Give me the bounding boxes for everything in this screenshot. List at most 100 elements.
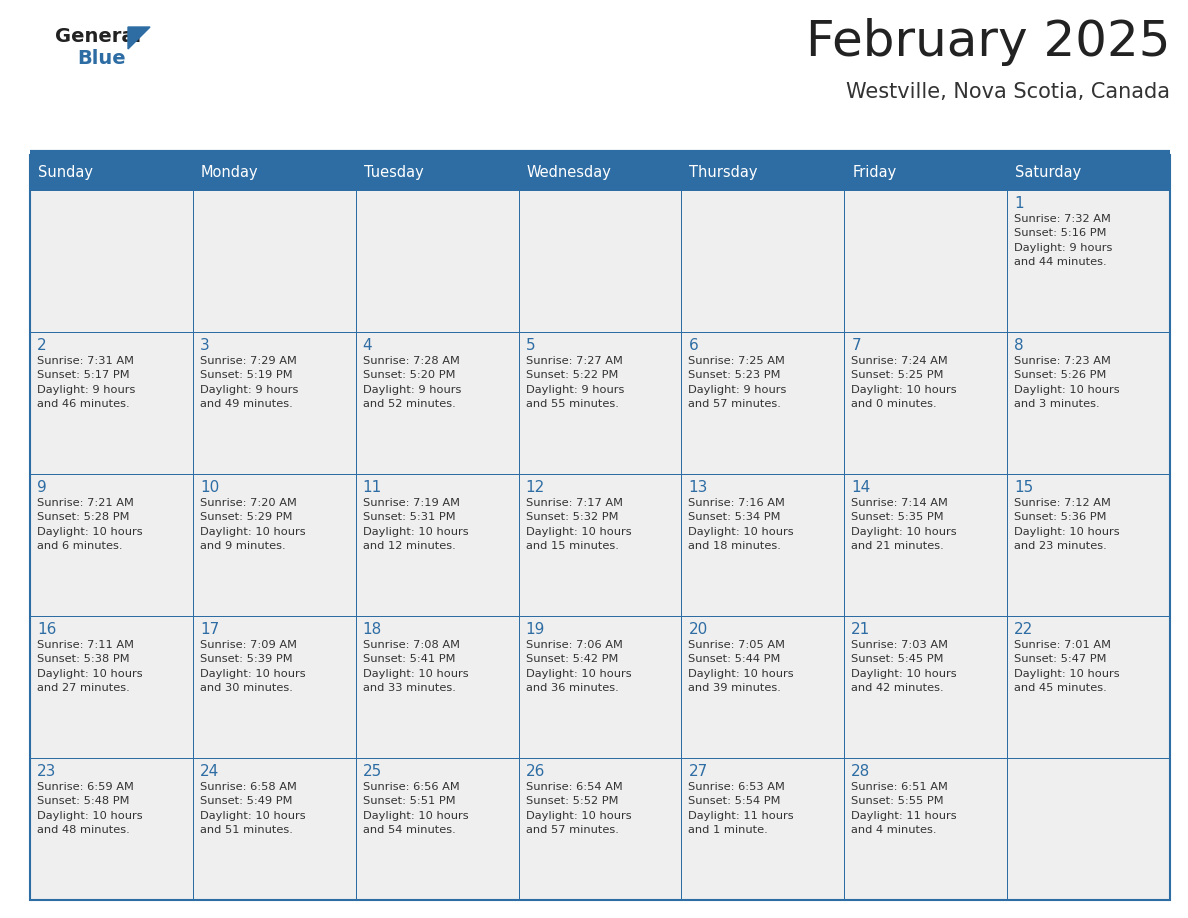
- Text: Sunrise: 7:05 AM
Sunset: 5:44 PM
Daylight: 10 hours
and 39 minutes.: Sunrise: 7:05 AM Sunset: 5:44 PM Dayligh…: [688, 640, 794, 693]
- Text: Friday: Friday: [852, 165, 897, 180]
- Bar: [682, 758, 845, 900]
- Text: 16: 16: [37, 622, 56, 637]
- Text: 23: 23: [37, 764, 56, 779]
- Bar: [355, 758, 519, 900]
- Text: Sunrise: 7:31 AM
Sunset: 5:17 PM
Daylight: 9 hours
and 46 minutes.: Sunrise: 7:31 AM Sunset: 5:17 PM Dayligh…: [37, 356, 135, 409]
- Text: 22: 22: [1015, 622, 1034, 637]
- Bar: [355, 474, 519, 616]
- Text: Sunrise: 7:21 AM
Sunset: 5:28 PM
Daylight: 10 hours
and 6 minutes.: Sunrise: 7:21 AM Sunset: 5:28 PM Dayligh…: [37, 498, 143, 551]
- Bar: [845, 758, 1007, 900]
- Text: Sunrise: 6:54 AM
Sunset: 5:52 PM
Daylight: 10 hours
and 57 minutes.: Sunrise: 6:54 AM Sunset: 5:52 PM Dayligh…: [525, 782, 631, 835]
- Bar: [30, 616, 192, 758]
- Bar: [192, 474, 355, 616]
- Text: Sunrise: 7:06 AM
Sunset: 5:42 PM
Daylight: 10 hours
and 36 minutes.: Sunrise: 7:06 AM Sunset: 5:42 PM Dayligh…: [525, 640, 631, 693]
- Text: 10: 10: [200, 480, 219, 495]
- Bar: [1007, 155, 1170, 190]
- Text: 28: 28: [852, 764, 871, 779]
- Bar: [355, 332, 519, 474]
- Bar: [519, 190, 682, 332]
- Bar: [192, 190, 355, 332]
- Text: 17: 17: [200, 622, 219, 637]
- Text: 1: 1: [1015, 196, 1024, 211]
- Text: Sunrise: 7:19 AM
Sunset: 5:31 PM
Daylight: 10 hours
and 12 minutes.: Sunrise: 7:19 AM Sunset: 5:31 PM Dayligh…: [362, 498, 468, 551]
- Bar: [192, 758, 355, 900]
- Text: 20: 20: [688, 622, 708, 637]
- Text: 5: 5: [525, 338, 536, 353]
- Bar: [1007, 474, 1170, 616]
- Bar: [1007, 332, 1170, 474]
- Text: 13: 13: [688, 480, 708, 495]
- Bar: [845, 616, 1007, 758]
- Text: 27: 27: [688, 764, 708, 779]
- Text: Thursday: Thursday: [689, 165, 758, 180]
- Bar: [192, 155, 355, 190]
- Bar: [519, 155, 682, 190]
- Bar: [30, 155, 1170, 900]
- Text: Sunrise: 6:59 AM
Sunset: 5:48 PM
Daylight: 10 hours
and 48 minutes.: Sunrise: 6:59 AM Sunset: 5:48 PM Dayligh…: [37, 782, 143, 835]
- Text: 21: 21: [852, 622, 871, 637]
- Bar: [355, 616, 519, 758]
- Bar: [682, 616, 845, 758]
- Text: Sunrise: 7:14 AM
Sunset: 5:35 PM
Daylight: 10 hours
and 21 minutes.: Sunrise: 7:14 AM Sunset: 5:35 PM Dayligh…: [852, 498, 956, 551]
- Bar: [845, 190, 1007, 332]
- Text: 14: 14: [852, 480, 871, 495]
- Bar: [355, 155, 519, 190]
- Bar: [192, 332, 355, 474]
- Text: Sunrise: 7:24 AM
Sunset: 5:25 PM
Daylight: 10 hours
and 0 minutes.: Sunrise: 7:24 AM Sunset: 5:25 PM Dayligh…: [852, 356, 956, 409]
- Bar: [845, 332, 1007, 474]
- Text: Sunrise: 7:08 AM
Sunset: 5:41 PM
Daylight: 10 hours
and 33 minutes.: Sunrise: 7:08 AM Sunset: 5:41 PM Dayligh…: [362, 640, 468, 693]
- Text: Sunrise: 7:16 AM
Sunset: 5:34 PM
Daylight: 10 hours
and 18 minutes.: Sunrise: 7:16 AM Sunset: 5:34 PM Dayligh…: [688, 498, 794, 551]
- Text: Blue: Blue: [77, 49, 126, 68]
- Text: 2: 2: [37, 338, 46, 353]
- Text: Sunrise: 6:51 AM
Sunset: 5:55 PM
Daylight: 11 hours
and 4 minutes.: Sunrise: 6:51 AM Sunset: 5:55 PM Dayligh…: [852, 782, 956, 835]
- Text: Sunrise: 7:25 AM
Sunset: 5:23 PM
Daylight: 9 hours
and 57 minutes.: Sunrise: 7:25 AM Sunset: 5:23 PM Dayligh…: [688, 356, 786, 409]
- Bar: [1007, 190, 1170, 332]
- Bar: [845, 474, 1007, 616]
- Text: Wednesday: Wednesday: [526, 165, 612, 180]
- Text: 25: 25: [362, 764, 383, 779]
- Bar: [682, 190, 845, 332]
- Text: Tuesday: Tuesday: [364, 165, 423, 180]
- Text: Saturday: Saturday: [1015, 165, 1081, 180]
- Text: Sunrise: 7:17 AM
Sunset: 5:32 PM
Daylight: 10 hours
and 15 minutes.: Sunrise: 7:17 AM Sunset: 5:32 PM Dayligh…: [525, 498, 631, 551]
- Text: Sunrise: 6:53 AM
Sunset: 5:54 PM
Daylight: 11 hours
and 1 minute.: Sunrise: 6:53 AM Sunset: 5:54 PM Dayligh…: [688, 782, 794, 835]
- Text: February 2025: February 2025: [805, 18, 1170, 66]
- Text: 7: 7: [852, 338, 861, 353]
- Text: 9: 9: [37, 480, 46, 495]
- Bar: [519, 474, 682, 616]
- Text: 11: 11: [362, 480, 383, 495]
- Bar: [30, 155, 192, 190]
- Text: Sunrise: 7:20 AM
Sunset: 5:29 PM
Daylight: 10 hours
and 9 minutes.: Sunrise: 7:20 AM Sunset: 5:29 PM Dayligh…: [200, 498, 305, 551]
- Text: 19: 19: [525, 622, 545, 637]
- Text: 12: 12: [525, 480, 545, 495]
- Text: 6: 6: [688, 338, 699, 353]
- Bar: [30, 474, 192, 616]
- Bar: [192, 616, 355, 758]
- Text: Sunrise: 7:32 AM
Sunset: 5:16 PM
Daylight: 9 hours
and 44 minutes.: Sunrise: 7:32 AM Sunset: 5:16 PM Dayligh…: [1015, 214, 1112, 267]
- Text: Sunrise: 6:56 AM
Sunset: 5:51 PM
Daylight: 10 hours
and 54 minutes.: Sunrise: 6:56 AM Sunset: 5:51 PM Dayligh…: [362, 782, 468, 835]
- Text: Sunrise: 7:23 AM
Sunset: 5:26 PM
Daylight: 10 hours
and 3 minutes.: Sunrise: 7:23 AM Sunset: 5:26 PM Dayligh…: [1015, 356, 1120, 409]
- Text: Sunrise: 7:09 AM
Sunset: 5:39 PM
Daylight: 10 hours
and 30 minutes.: Sunrise: 7:09 AM Sunset: 5:39 PM Dayligh…: [200, 640, 305, 693]
- Bar: [845, 155, 1007, 190]
- Bar: [682, 332, 845, 474]
- Text: 3: 3: [200, 338, 209, 353]
- Text: Monday: Monday: [201, 165, 259, 180]
- Bar: [519, 758, 682, 900]
- Text: Sunrise: 7:03 AM
Sunset: 5:45 PM
Daylight: 10 hours
and 42 minutes.: Sunrise: 7:03 AM Sunset: 5:45 PM Dayligh…: [852, 640, 956, 693]
- Text: 4: 4: [362, 338, 372, 353]
- Bar: [355, 190, 519, 332]
- Bar: [519, 332, 682, 474]
- Text: Sunrise: 7:28 AM
Sunset: 5:20 PM
Daylight: 9 hours
and 52 minutes.: Sunrise: 7:28 AM Sunset: 5:20 PM Dayligh…: [362, 356, 461, 409]
- Text: 24: 24: [200, 764, 219, 779]
- Text: 8: 8: [1015, 338, 1024, 353]
- Text: Sunrise: 7:11 AM
Sunset: 5:38 PM
Daylight: 10 hours
and 27 minutes.: Sunrise: 7:11 AM Sunset: 5:38 PM Dayligh…: [37, 640, 143, 693]
- Bar: [30, 758, 192, 900]
- Text: Sunrise: 7:01 AM
Sunset: 5:47 PM
Daylight: 10 hours
and 45 minutes.: Sunrise: 7:01 AM Sunset: 5:47 PM Dayligh…: [1015, 640, 1120, 693]
- Bar: [519, 616, 682, 758]
- Text: 18: 18: [362, 622, 383, 637]
- Bar: [1007, 616, 1170, 758]
- Text: Sunrise: 7:27 AM
Sunset: 5:22 PM
Daylight: 9 hours
and 55 minutes.: Sunrise: 7:27 AM Sunset: 5:22 PM Dayligh…: [525, 356, 624, 409]
- Bar: [30, 190, 192, 332]
- Text: 15: 15: [1015, 480, 1034, 495]
- Text: Sunrise: 7:29 AM
Sunset: 5:19 PM
Daylight: 9 hours
and 49 minutes.: Sunrise: 7:29 AM Sunset: 5:19 PM Dayligh…: [200, 356, 298, 409]
